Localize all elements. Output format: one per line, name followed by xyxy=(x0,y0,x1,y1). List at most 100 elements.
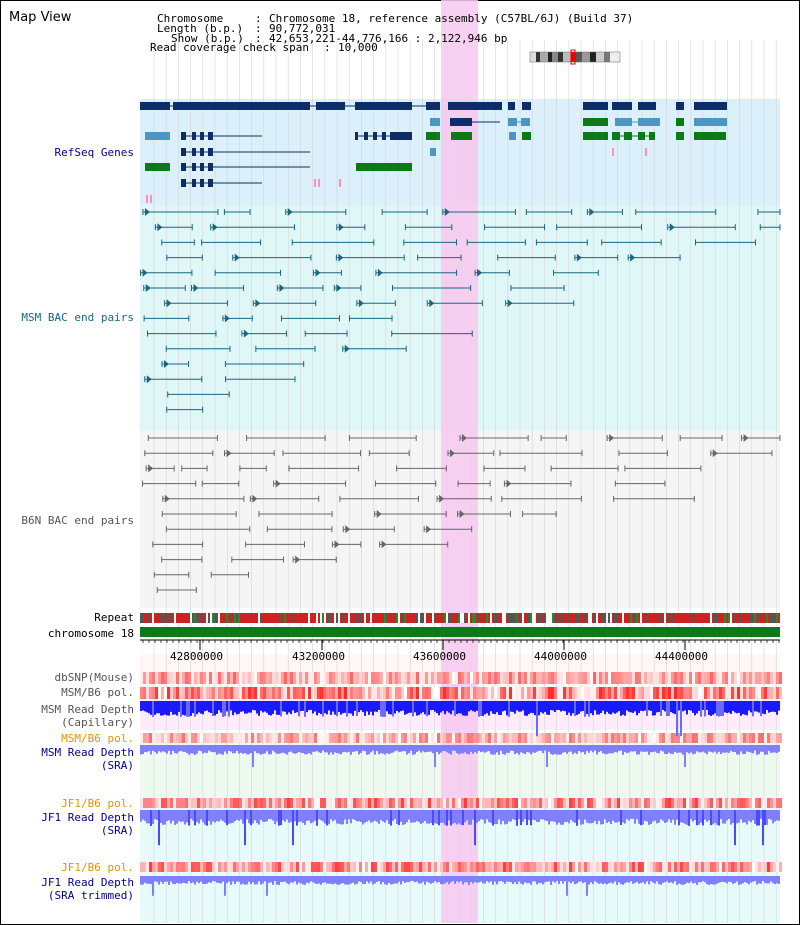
depth-bar xyxy=(486,876,488,882)
pol-heat-cell xyxy=(674,672,677,684)
pol-heat-cell xyxy=(599,862,602,872)
repeat-block xyxy=(214,613,216,623)
pol-heat-cell xyxy=(140,798,143,808)
repeat-block xyxy=(366,613,368,623)
pol-heat-cell xyxy=(746,862,749,872)
depth-bar xyxy=(156,745,158,754)
depth-bar xyxy=(182,876,184,883)
pol-heat-cell xyxy=(149,862,152,872)
pol-heat-cell xyxy=(476,798,479,808)
depth-bar xyxy=(758,701,760,713)
depth-bar xyxy=(382,876,384,883)
pol-heat-cell xyxy=(170,672,173,684)
repeat-block xyxy=(744,613,746,623)
depth-bar xyxy=(552,876,554,882)
depth-bar xyxy=(306,701,308,713)
track-label-refseq[interactable]: RefSeq Genes xyxy=(54,146,134,159)
depth-bar xyxy=(666,745,668,754)
pol-heat-cell xyxy=(527,687,530,699)
depth-bar xyxy=(440,810,442,823)
depth-bar xyxy=(694,876,696,883)
depth-bar xyxy=(604,876,606,884)
depth-bar xyxy=(160,745,162,753)
depth-bar xyxy=(660,701,662,716)
track-label-msm-depth-capillary-sub: (Capillary) xyxy=(61,716,134,729)
pol-heat-cell xyxy=(419,687,422,699)
pol-heat-cell xyxy=(422,733,425,743)
pol-heat-cell xyxy=(152,862,155,872)
track-label-msm-bac[interactable]: MSM BAC end pairs xyxy=(21,311,134,324)
repeat-block xyxy=(774,613,776,623)
depth-bar xyxy=(144,876,146,883)
pol-heat-cell xyxy=(467,798,470,808)
depth-bar xyxy=(612,810,614,821)
info-sep: : xyxy=(255,22,262,35)
depth-bar xyxy=(174,810,176,825)
depth-bar xyxy=(266,745,268,752)
pol-heat-cell xyxy=(410,862,413,872)
pol-heat-cell xyxy=(725,862,728,872)
repeat-block xyxy=(342,613,344,623)
depth-bar xyxy=(740,876,742,885)
repeat-block xyxy=(438,613,440,623)
depth-bar xyxy=(516,701,518,711)
depth-bar xyxy=(672,745,674,755)
depth-bar xyxy=(358,810,360,822)
pol-heat-cell xyxy=(176,687,179,699)
repeat-block xyxy=(148,613,150,623)
pol-heat-cell xyxy=(419,798,422,808)
depth-bar xyxy=(752,810,754,821)
pol-heat-cell xyxy=(467,672,470,684)
depth-bar xyxy=(146,810,148,824)
pol-heat-cell xyxy=(164,672,167,684)
pol-heat-cell xyxy=(431,687,434,699)
pol-heat-cell xyxy=(734,733,737,743)
depth-bar xyxy=(384,745,386,755)
depth-bar xyxy=(166,810,168,822)
track-label-b6n-bac[interactable]: B6N BAC end pairs xyxy=(21,514,134,527)
pol-heat-cell xyxy=(167,862,170,872)
pol-heat-cell xyxy=(365,862,368,872)
depth-bar xyxy=(742,876,744,884)
gene-exon xyxy=(355,132,358,140)
pol-heat-cell xyxy=(608,733,611,743)
depth-bar xyxy=(210,745,212,752)
depth-bar xyxy=(366,701,368,712)
repeat-block xyxy=(532,613,534,623)
depth-bar xyxy=(582,701,584,712)
pol-heat-cell xyxy=(398,798,401,808)
pol-heat-cell xyxy=(587,687,590,699)
axis-tick-label: 43600000 xyxy=(413,650,466,663)
pol-heat-cell xyxy=(296,687,299,699)
depth-bar xyxy=(444,745,446,752)
msm-bac-pair xyxy=(344,344,350,353)
pol-heat-cell xyxy=(461,798,464,808)
depth-bar xyxy=(152,810,154,824)
depth-bar xyxy=(212,701,214,717)
pol-heat-cell xyxy=(146,862,149,872)
depth-bar xyxy=(518,810,520,820)
repeat-block xyxy=(378,613,380,623)
pol-heat-cell xyxy=(758,672,761,684)
gene-exon xyxy=(638,132,645,140)
pol-heat-cell xyxy=(671,733,674,743)
pol-heat-cell xyxy=(314,672,317,684)
depth-bar xyxy=(334,876,336,884)
repeat-block xyxy=(468,613,470,623)
msm-bac-pair xyxy=(338,253,344,262)
gene-exon xyxy=(208,179,213,187)
depth-bar xyxy=(470,876,472,882)
pol-heat-cell xyxy=(752,687,755,699)
gene-exon xyxy=(638,118,660,126)
pol-heat-cell xyxy=(287,798,290,808)
depth-bar xyxy=(514,810,516,821)
pol-heat-cell xyxy=(281,733,284,743)
pol-heat-cell xyxy=(500,862,503,872)
repeat-block xyxy=(682,613,684,623)
depth-bar xyxy=(300,745,302,753)
gene-exon xyxy=(615,118,632,126)
coverage-value: 10,000 xyxy=(338,41,378,54)
depth-bar xyxy=(490,745,492,755)
depth-bar xyxy=(248,876,250,882)
